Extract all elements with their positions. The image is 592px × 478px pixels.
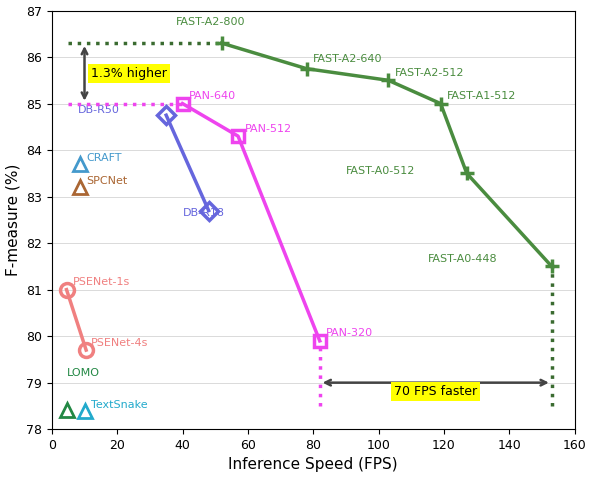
Text: PAN-512: PAN-512 (244, 124, 292, 134)
Text: PSENet-4s: PSENet-4s (91, 338, 149, 348)
Text: PAN-640: PAN-640 (189, 91, 236, 101)
Text: DB-R50: DB-R50 (78, 105, 120, 115)
Text: 70 FPS faster: 70 FPS faster (394, 385, 477, 398)
Text: PSENet-1s: PSENet-1s (73, 277, 130, 287)
Text: CRAFT: CRAFT (86, 153, 121, 163)
Text: FAST-A2-800: FAST-A2-800 (176, 17, 246, 27)
Text: SPCNet: SPCNet (86, 176, 127, 186)
Text: DB-R18: DB-R18 (182, 207, 224, 217)
Text: TextSnake: TextSnake (91, 400, 147, 410)
Text: FAST-A2-512: FAST-A2-512 (395, 68, 464, 78)
Y-axis label: F-measure (%): F-measure (%) (5, 163, 21, 276)
Text: FAST-A0-448: FAST-A0-448 (427, 254, 497, 264)
Text: 1.3% higher: 1.3% higher (91, 67, 167, 80)
Text: FAST-A1-512: FAST-A1-512 (447, 91, 517, 101)
Text: FAST-A2-640: FAST-A2-640 (313, 54, 382, 64)
Text: FAST-A0-512: FAST-A0-512 (346, 166, 415, 176)
X-axis label: Inference Speed (FPS): Inference Speed (FPS) (229, 457, 398, 472)
Text: PAN-320: PAN-320 (326, 328, 374, 338)
Text: LOMO: LOMO (66, 368, 99, 378)
